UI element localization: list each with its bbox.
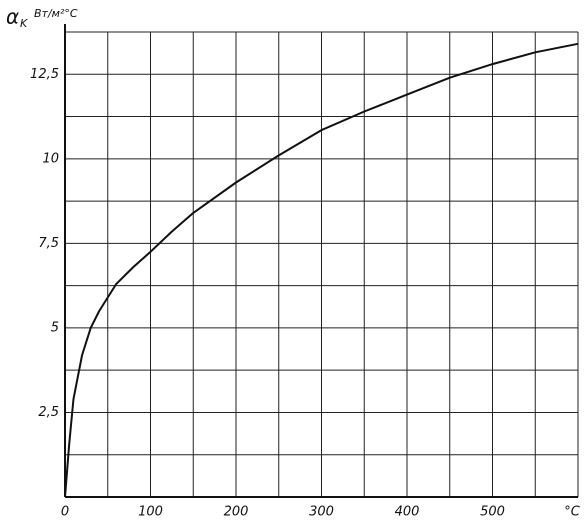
line	[64, 42, 579, 498]
y-label: α	[6, 5, 19, 29]
y-tick-label: 5	[51, 320, 59, 335]
x-label: °C	[564, 505, 581, 520]
y-tick-label: 2,5	[38, 405, 59, 420]
y-tick-label: 7,5	[38, 236, 59, 251]
y-tick-label: 12,5	[30, 67, 59, 82]
x-tick-label: 100	[138, 505, 163, 520]
x-tick-label: 400	[395, 505, 420, 520]
x-tick-label: 200	[224, 505, 249, 520]
y-label-sub: K	[20, 17, 28, 30]
x-tick-label: 300	[309, 505, 334, 520]
x-tick-label: 0	[61, 505, 69, 520]
y-unit: Вт/м²°С	[34, 7, 78, 20]
y-tick-label: 10	[42, 151, 59, 166]
x-tick-label: 500	[480, 505, 505, 520]
